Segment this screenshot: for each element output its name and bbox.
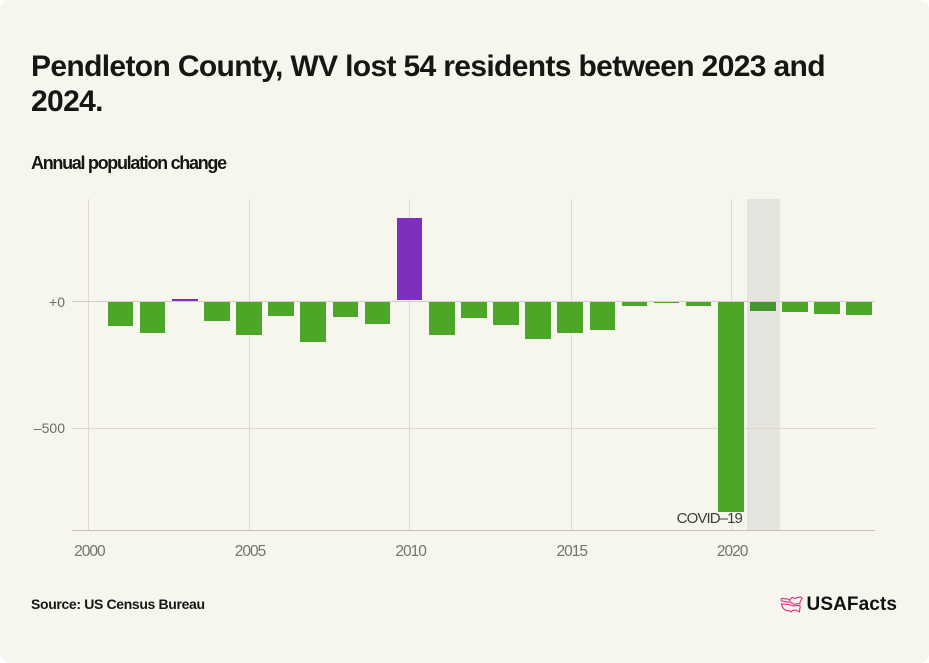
svg-text:USAFacts: USAFacts [807, 594, 898, 615]
